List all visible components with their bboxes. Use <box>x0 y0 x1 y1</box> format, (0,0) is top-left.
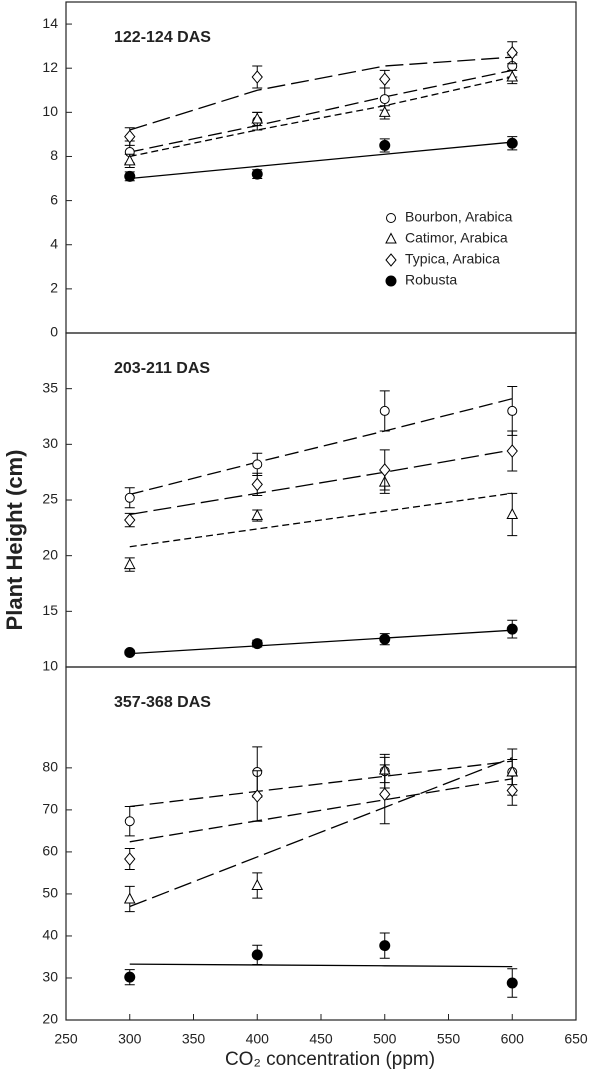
marker <box>124 513 136 527</box>
legend-label: Typica, Arabica <box>405 251 500 267</box>
fit-line <box>129 69 513 153</box>
y-tick-label: 60 <box>42 843 58 859</box>
panel-title: 203-211 DAS <box>114 360 210 377</box>
y-tick-label: 30 <box>42 969 58 985</box>
marker <box>123 557 136 570</box>
marker <box>124 816 135 827</box>
plot-frame <box>65 1 577 334</box>
x-tick-label: 450 <box>309 1031 333 1047</box>
fit-line <box>129 760 513 808</box>
marker <box>124 852 136 866</box>
fit-line <box>129 141 513 180</box>
fit-line <box>129 963 513 968</box>
y-tick-label: 6 <box>50 191 58 207</box>
legend-marker <box>385 275 397 287</box>
fit-line <box>129 76 513 158</box>
panel-title: 122-124 DAS <box>114 29 211 46</box>
y-tick-label: 12 <box>42 59 58 75</box>
marker <box>251 112 264 124</box>
marker <box>379 787 391 802</box>
legend-label: Bourbon, Arabica <box>405 209 513 225</box>
x-axis-label: CO₂ concentration (ppm) <box>225 1049 435 1070</box>
marker <box>252 459 263 470</box>
fit-line <box>129 56 513 131</box>
marker <box>124 129 136 144</box>
legend-label: Robusta <box>405 272 457 288</box>
marker <box>506 783 518 798</box>
marker <box>506 507 519 519</box>
x-tick-label: 650 <box>564 1031 588 1047</box>
y-tick-label: 2 <box>50 280 58 296</box>
y-tick-label: 80 <box>42 759 58 775</box>
y-tick-label: 30 <box>42 435 58 451</box>
marker <box>123 892 136 904</box>
fit-line <box>129 449 513 516</box>
marker <box>124 971 136 983</box>
fit-line <box>129 629 513 655</box>
y-tick-label: 8 <box>50 147 58 163</box>
x-tick-label: 250 <box>54 1031 78 1047</box>
marker <box>506 137 518 149</box>
y-tick-label: 0 <box>50 324 58 340</box>
plot-frame <box>65 332 577 668</box>
legend-marker <box>386 213 396 223</box>
marker <box>123 154 136 166</box>
x-tick-label: 300 <box>118 1031 142 1047</box>
marker <box>379 633 391 645</box>
y-tick-label: 10 <box>42 103 58 119</box>
fit-line <box>129 398 513 496</box>
marker <box>379 139 391 151</box>
fit-line <box>129 778 513 843</box>
x-tick-label: 350 <box>182 1031 206 1047</box>
y-tick-label: 4 <box>50 235 58 251</box>
y-tick-label: 40 <box>42 927 58 943</box>
marker <box>379 463 391 477</box>
y-tick-label: 35 <box>42 379 58 395</box>
marker <box>506 45 518 60</box>
marker <box>506 70 519 82</box>
marker <box>124 492 135 503</box>
legend-marker <box>385 253 397 267</box>
x-tick-label: 500 <box>373 1031 397 1047</box>
x-tick-label: 400 <box>246 1031 270 1047</box>
marker <box>124 170 136 182</box>
y-tick-label: 14 <box>42 15 58 31</box>
marker <box>251 477 263 492</box>
y-tick-label: 25 <box>42 491 58 507</box>
x-tick-label: 550 <box>437 1031 461 1047</box>
marker <box>251 789 263 803</box>
panel-title: 357-368 DAS <box>114 694 211 711</box>
y-tick-label: 20 <box>42 1011 58 1027</box>
legend-marker <box>385 232 397 244</box>
marker <box>506 444 518 458</box>
fit-line <box>129 492 513 548</box>
marker <box>124 647 136 659</box>
y-tick-label: 10 <box>42 658 58 674</box>
marker <box>251 509 264 521</box>
marker <box>379 94 390 105</box>
marker <box>506 623 518 635</box>
fit-line <box>129 757 513 908</box>
marker <box>379 940 391 952</box>
marker <box>507 405 518 416</box>
marker <box>379 72 391 87</box>
y-tick-label: 15 <box>42 602 58 618</box>
marker <box>251 878 264 891</box>
marker <box>251 70 263 84</box>
legend-label: Catimor, Arabica <box>405 230 508 246</box>
marker <box>378 105 391 117</box>
marker <box>379 405 390 416</box>
y-tick-label: 50 <box>42 885 58 901</box>
y-tick-label: 70 <box>42 801 58 817</box>
marker <box>251 168 263 180</box>
y-tick-label: 20 <box>42 546 58 562</box>
marker <box>506 977 518 989</box>
x-tick-label: 600 <box>501 1031 525 1047</box>
y-axis-label: Plant Height (cm) <box>2 450 27 631</box>
marker <box>251 638 263 650</box>
marker <box>251 949 263 961</box>
